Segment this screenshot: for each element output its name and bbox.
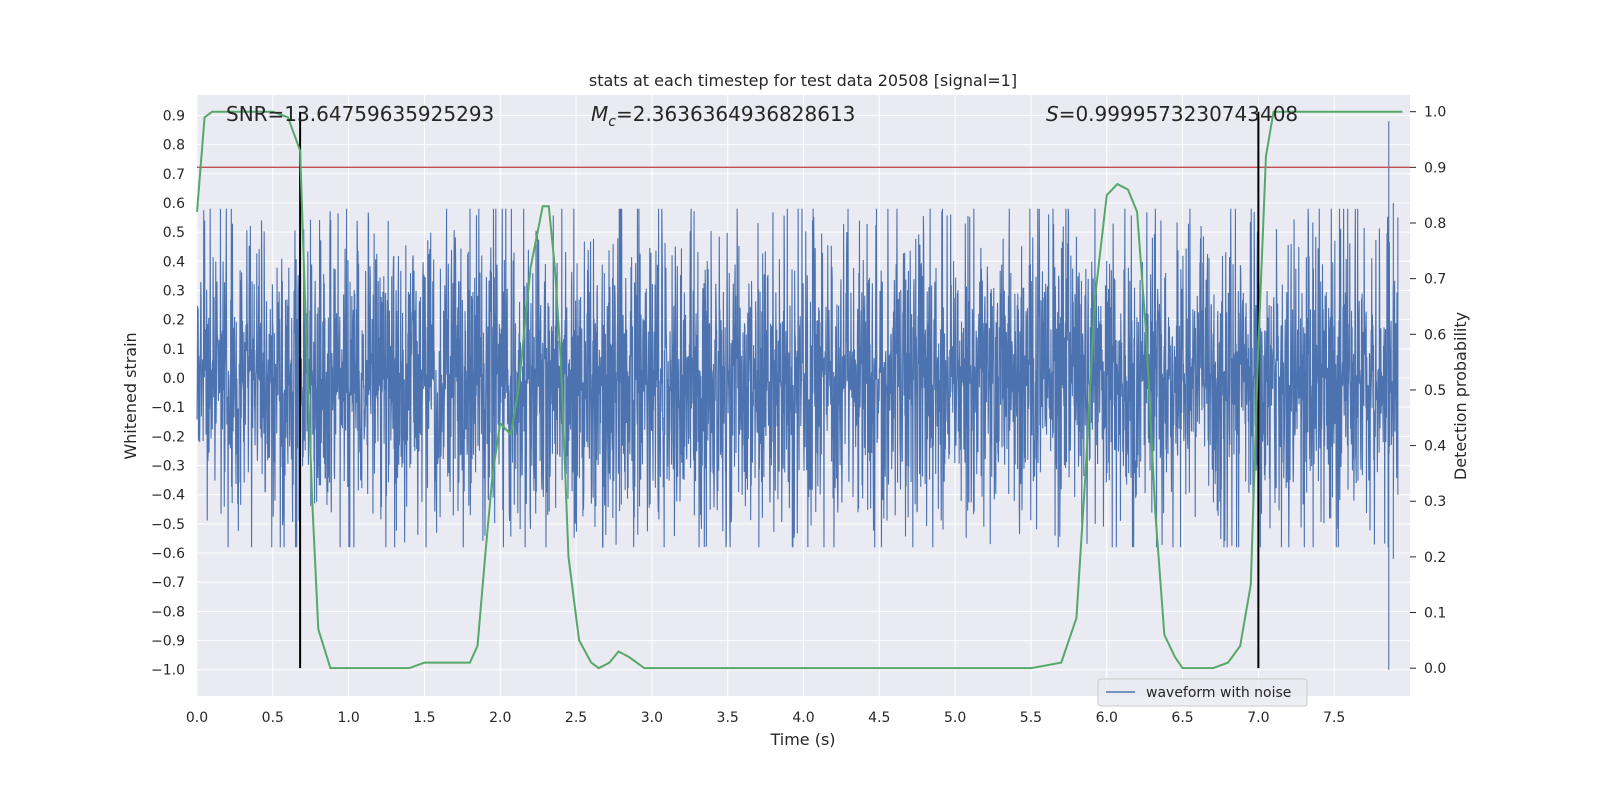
chart-title: stats at each timestep for test data 205… [589, 71, 1017, 90]
chirp-mass-annotation: Mc=2.3636364936828613 [591, 102, 855, 130]
x-tick-label-2: 1.0 [337, 710, 359, 726]
y-tick-label-5: 0.4 [163, 254, 185, 270]
s-value: =0.9999573230743408 [1059, 102, 1298, 126]
y2-tick-label-3: 0.7 [1424, 272, 1446, 288]
y-tick-label-11: −0.2 [151, 429, 185, 445]
y-tick-label-8: 0.1 [163, 342, 185, 358]
x-tick-label-9: 4.5 [868, 710, 890, 726]
y-tick-label-2: 0.7 [163, 167, 185, 183]
y2-tick-label-5: 0.5 [1424, 383, 1446, 399]
snr-annotation: SNR=13.64759635925293 [226, 102, 494, 126]
y-tick-label-17: −0.8 [151, 604, 185, 620]
y2-tick-label-1: 0.9 [1424, 160, 1446, 176]
y-tick-label-16: −0.7 [151, 575, 185, 591]
legend-label: waveform with noise [1146, 685, 1291, 701]
probability-line [196, 110, 1403, 670]
y-tick-label-15: −0.6 [151, 546, 185, 562]
x-tick-label-1: 0.5 [262, 710, 284, 726]
x-tick-label-13: 6.5 [1171, 710, 1193, 726]
y-tick-label-4: 0.5 [163, 225, 185, 241]
y2-axis-label: Detection probability [1451, 312, 1470, 480]
y-tick-label-3: 0.6 [163, 196, 185, 212]
x-tick-label-15: 7.5 [1323, 710, 1345, 726]
x-tick-label-12: 6.0 [1096, 710, 1118, 726]
x-tick-label-7: 3.5 [717, 710, 739, 726]
y2-tick-label-9: 0.1 [1424, 606, 1446, 622]
y-tick-label-18: −0.9 [151, 634, 185, 650]
x-tick-label-4: 2.0 [489, 710, 511, 726]
y2-tick-label-8: 0.2 [1424, 550, 1446, 566]
y2-tick-labels: 1.0 0.9 0.8 0.7 0.6 0.5 0.4 0.3 0.2 0.1 0.0 [1410, 105, 1446, 677]
y-tick-label-0: 0.9 [163, 108, 185, 124]
y2-tick-label-2: 0.8 [1424, 216, 1446, 232]
mc-symbol: M [591, 102, 608, 126]
overlay [197, 111, 1410, 669]
x-axis-label: Time (s) [769, 730, 835, 749]
y-tick-label-6: 0.3 [163, 283, 185, 299]
y-tick-label-14: −0.5 [151, 517, 185, 533]
x-tick-labels: 0.0 0.5 1.0 1.5 2.0 2.5 3.0 3.5 4.0 4.5 5.0 5.5 6.0 6… [186, 710, 1345, 726]
waveform-series [196, 121, 1399, 670]
y-tick-label-7: 0.2 [163, 313, 185, 329]
y2-tick-label-7: 0.3 [1424, 494, 1446, 510]
y-tick-label-10: −0.1 [151, 400, 185, 416]
y-tick-label-13: −0.4 [151, 488, 185, 504]
mc-subscript: c [608, 114, 616, 130]
y-tick-labels: 0.9 0.8 0.7 0.6 0.5 0.4 0.3 0.2 0.1 0.0 −0.1 −0.2 −0… [151, 108, 185, 678]
y-tick-label-1: 0.8 [163, 138, 185, 154]
x-tick-label-5: 2.5 [565, 710, 587, 726]
mc-value: =2.3636364936828613 [616, 102, 855, 126]
s-symbol: S [1046, 102, 1059, 126]
x-tick-label-8: 4.0 [792, 710, 814, 726]
x-tick-label-14: 7.0 [1247, 710, 1269, 726]
x-tick-label-0: 0.0 [186, 710, 208, 726]
waveform-trace [196, 121, 1399, 670]
probability-series [196, 110, 1403, 670]
y2-tick-label-6: 0.4 [1424, 439, 1446, 455]
y2-tick-label-0: 1.0 [1424, 105, 1446, 121]
legend: waveform with noise [1097, 678, 1308, 707]
x-tick-label-6: 3.0 [641, 710, 663, 726]
y-axis-label: Whitened strain [121, 332, 140, 459]
legend-box [1097, 678, 1308, 707]
y2-tick-label-4: 0.6 [1424, 327, 1446, 343]
s-annotation: S=0.9999573230743408 [1046, 102, 1298, 126]
x-tick-label-3: 1.5 [413, 710, 435, 726]
y2-tick-label-10: 0.0 [1424, 661, 1446, 677]
x-tick-label-10: 5.0 [944, 710, 966, 726]
y-tick-label-19: −1.0 [151, 663, 185, 679]
x-tick-label-11: 5.5 [1020, 710, 1042, 726]
y-tick-label-12: −0.3 [151, 459, 185, 475]
y-tick-label-9: 0.0 [163, 371, 185, 387]
